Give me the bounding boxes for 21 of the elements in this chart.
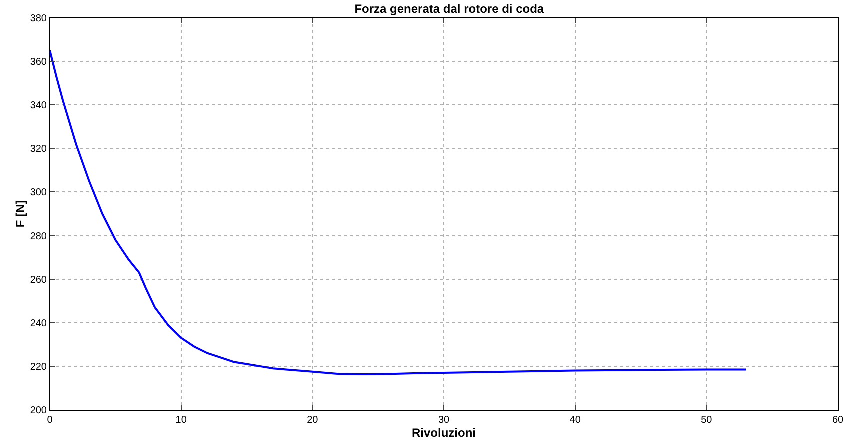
y-tick-label: 220 <box>30 362 48 373</box>
y-tick-label: 240 <box>30 318 48 330</box>
y-tick-label: 360 <box>30 57 48 68</box>
x-tick-label: 20 <box>307 415 319 426</box>
y-tick-label: 300 <box>30 188 48 199</box>
x-axis-title: Rivoluzioni <box>412 426 476 440</box>
y-tick-label: 200 <box>30 406 48 416</box>
x-tick-label: 0 <box>47 415 54 426</box>
x-tick-label: 30 <box>438 415 450 426</box>
y-tick-label: 340 <box>30 100 48 112</box>
y-tick-label: 260 <box>30 274 48 286</box>
y-axis-title: F [N] <box>14 200 28 228</box>
x-tick-label: 40 <box>570 415 582 426</box>
y-tick-label: 380 <box>30 14 48 24</box>
y-tick-label: 280 <box>30 231 48 242</box>
x-tick-label: 60 <box>832 415 844 426</box>
line-series <box>50 50 748 376</box>
y-tick-label: 320 <box>30 144 48 156</box>
x-tick-label: 50 <box>701 415 713 426</box>
x-tick-label: 10 <box>176 415 188 426</box>
chart-title: Forza generata dal rotore di coda <box>354 2 544 16</box>
